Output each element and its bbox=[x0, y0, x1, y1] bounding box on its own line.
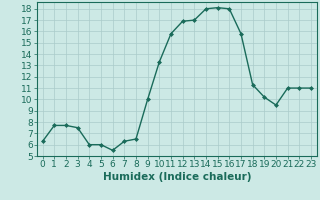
X-axis label: Humidex (Indice chaleur): Humidex (Indice chaleur) bbox=[102, 172, 251, 182]
